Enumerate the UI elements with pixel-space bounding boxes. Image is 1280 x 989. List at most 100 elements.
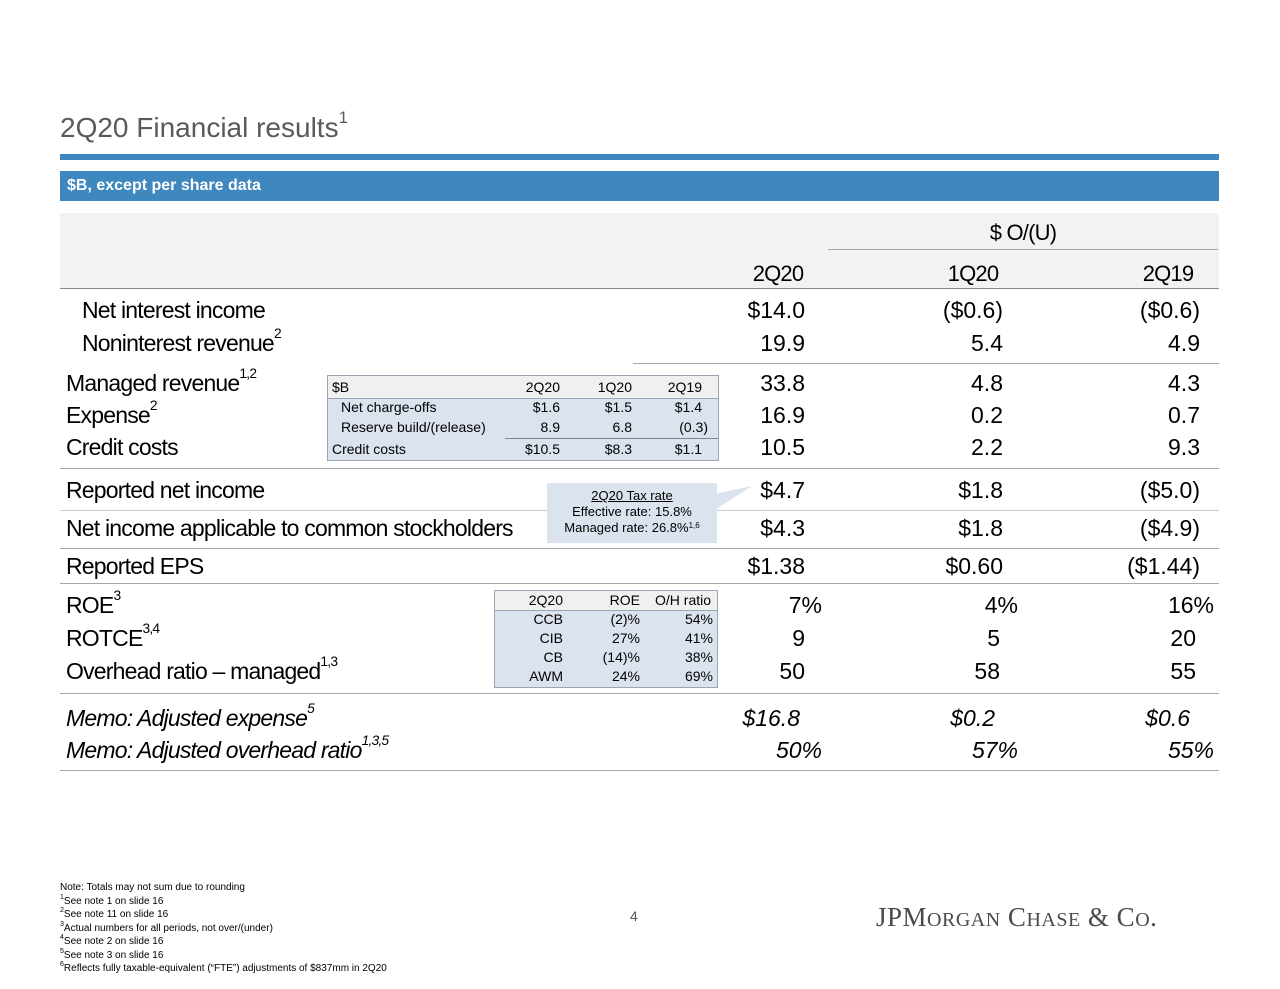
row-value: $0.60: [945, 553, 1003, 579]
row-label: ROTCE3,4: [66, 621, 160, 651]
inset-cell: (0.3): [679, 419, 708, 435]
row-value: $0.6: [1145, 705, 1190, 731]
inset-row-label: CB: [543, 649, 563, 665]
row-label: Net interest income: [82, 297, 266, 323]
inset-header: O/H ratio: [655, 592, 712, 608]
row-label: Credit costs: [66, 434, 179, 460]
footnote: 1See note 1 on slide 16: [60, 893, 164, 907]
credit-costs-inset-table: $B 2Q20 1Q20 2Q19 Net charge-offs $1.6 $…: [327, 375, 719, 461]
inset-cell: $1.5: [604, 399, 632, 415]
inset-cell: 41%: [684, 630, 713, 646]
title-rule: [60, 154, 1219, 160]
row-value: 55%: [1167, 737, 1214, 763]
row-label: Expense2: [66, 398, 158, 428]
row-value: 16%: [1167, 592, 1214, 618]
inset-cell: 38%: [684, 649, 713, 665]
inset-row-label: Net charge-offs: [341, 399, 437, 415]
inset-row-label: CIB: [539, 630, 563, 646]
row-value: 2.2: [971, 434, 1003, 460]
column-header-band: [60, 213, 1219, 288]
row-value: ($5.0): [1139, 477, 1200, 503]
row-value: $4.3: [760, 515, 805, 541]
row-value: 50: [779, 658, 805, 684]
row-value: 19.9: [760, 330, 805, 356]
row-value: ($0.6): [1139, 297, 1200, 323]
row-value: 57%: [971, 737, 1018, 763]
inset-row-label: CCB: [533, 611, 563, 627]
lob-roe-inset-table: 2Q20 ROE O/H ratio CCB (2)% 54% CIB 27% 41% CB (14…: [494, 590, 718, 688]
row-value: 33.8: [760, 370, 805, 396]
row-label: Managed revenue1,2: [66, 366, 257, 396]
row-value: 55: [1170, 658, 1196, 684]
row-value: 0.7: [1168, 402, 1200, 428]
row-value: 4%: [984, 592, 1018, 618]
row-value: 9.3: [1168, 434, 1200, 460]
row-value: 16.9: [760, 402, 805, 428]
row-label: Memo: Adjusted expense5: [66, 701, 315, 731]
divider: [633, 363, 1219, 364]
row-value: 0.2: [971, 402, 1003, 428]
inset-header: 2Q20: [525, 379, 560, 395]
callout-pointer: [715, 486, 752, 510]
divider: [60, 693, 1219, 694]
inset-row-label: AWM: [529, 668, 563, 684]
row-value: 4.8: [971, 370, 1003, 396]
footnote: 4See note 2 on slide 16: [60, 934, 164, 947]
inset-cell: 8.9: [540, 419, 560, 435]
managed-tax-rate: Managed rate: 26.8%: [564, 520, 689, 535]
row-value: 7%: [788, 592, 822, 618]
row-value: $1.38: [747, 553, 805, 579]
row-value: 20: [1170, 625, 1196, 651]
footnote: Note: Totals may not sum due to rounding: [60, 882, 245, 893]
row-value: 9: [792, 625, 805, 651]
footnote: 5See note 3 on slide 16: [60, 947, 164, 961]
col-header-1q20: 1Q20: [947, 261, 999, 286]
row-value: 58: [974, 658, 1000, 684]
units-banner: $B, except per share data: [60, 171, 1219, 201]
footnote: 3Actual numbers for all periods, not ove…: [60, 920, 273, 934]
row-label: ROE3: [66, 588, 121, 618]
inset-header: 1Q20: [597, 379, 632, 395]
row-value: $0.2: [950, 705, 995, 731]
inset-cell: 54%: [684, 611, 713, 627]
inset-header: ROE: [609, 592, 640, 608]
jpmorgan-chase-logo: JPMORGAN CHASE & CO.: [876, 902, 1158, 932]
inset-cell: $1.4: [674, 399, 702, 415]
inset-cell: 27%: [611, 630, 640, 646]
inset-cell: 24%: [611, 668, 640, 684]
divider: [60, 468, 1219, 469]
row-value: 5: [987, 625, 1000, 651]
row-label: Reported net income: [66, 477, 265, 503]
row-label: Net income applicable to common stockhol…: [66, 515, 514, 541]
divider: [60, 583, 1219, 584]
tax-callout-title: 2Q20 Tax rate: [591, 488, 673, 503]
row-value: $4.7: [760, 477, 805, 503]
divider: [60, 288, 1219, 289]
row-value: $1.8: [958, 477, 1003, 503]
divider: [828, 249, 1218, 250]
row-value: $16.8: [742, 705, 800, 731]
inset-cell: (14)%: [602, 649, 640, 665]
change-group-header: $ O/(U): [989, 220, 1057, 245]
row-label: Overhead ratio – managed1,3: [66, 654, 338, 684]
divider: [60, 548, 1219, 549]
row-value: 4.9: [1168, 330, 1200, 356]
footnote: 2See note 11 on slide 16: [60, 907, 169, 920]
inset-cell: $8.3: [604, 441, 632, 457]
inset-row-label: Credit costs: [332, 441, 406, 457]
row-value: 4.3: [1168, 370, 1200, 396]
col-header-2q20: 2Q20: [752, 261, 804, 286]
inset-cell: 6.8: [612, 419, 632, 435]
col-header-2q19: 2Q19: [1142, 261, 1194, 286]
row-value: ($1.44): [1127, 553, 1200, 579]
inset-cell: $10.5: [524, 441, 560, 457]
inset-header: $B: [332, 379, 350, 395]
row-value: $1.8: [958, 515, 1003, 541]
footnote: 6Reflects fully taxable-equivalent (“FTE…: [60, 961, 387, 974]
row-label: Noninterest revenue2: [82, 326, 282, 356]
row-value: 10.5: [760, 434, 805, 460]
row-value: $14.0: [747, 297, 805, 323]
inset-cell: $1.1: [674, 441, 702, 457]
row-label: Reported EPS: [66, 553, 204, 579]
